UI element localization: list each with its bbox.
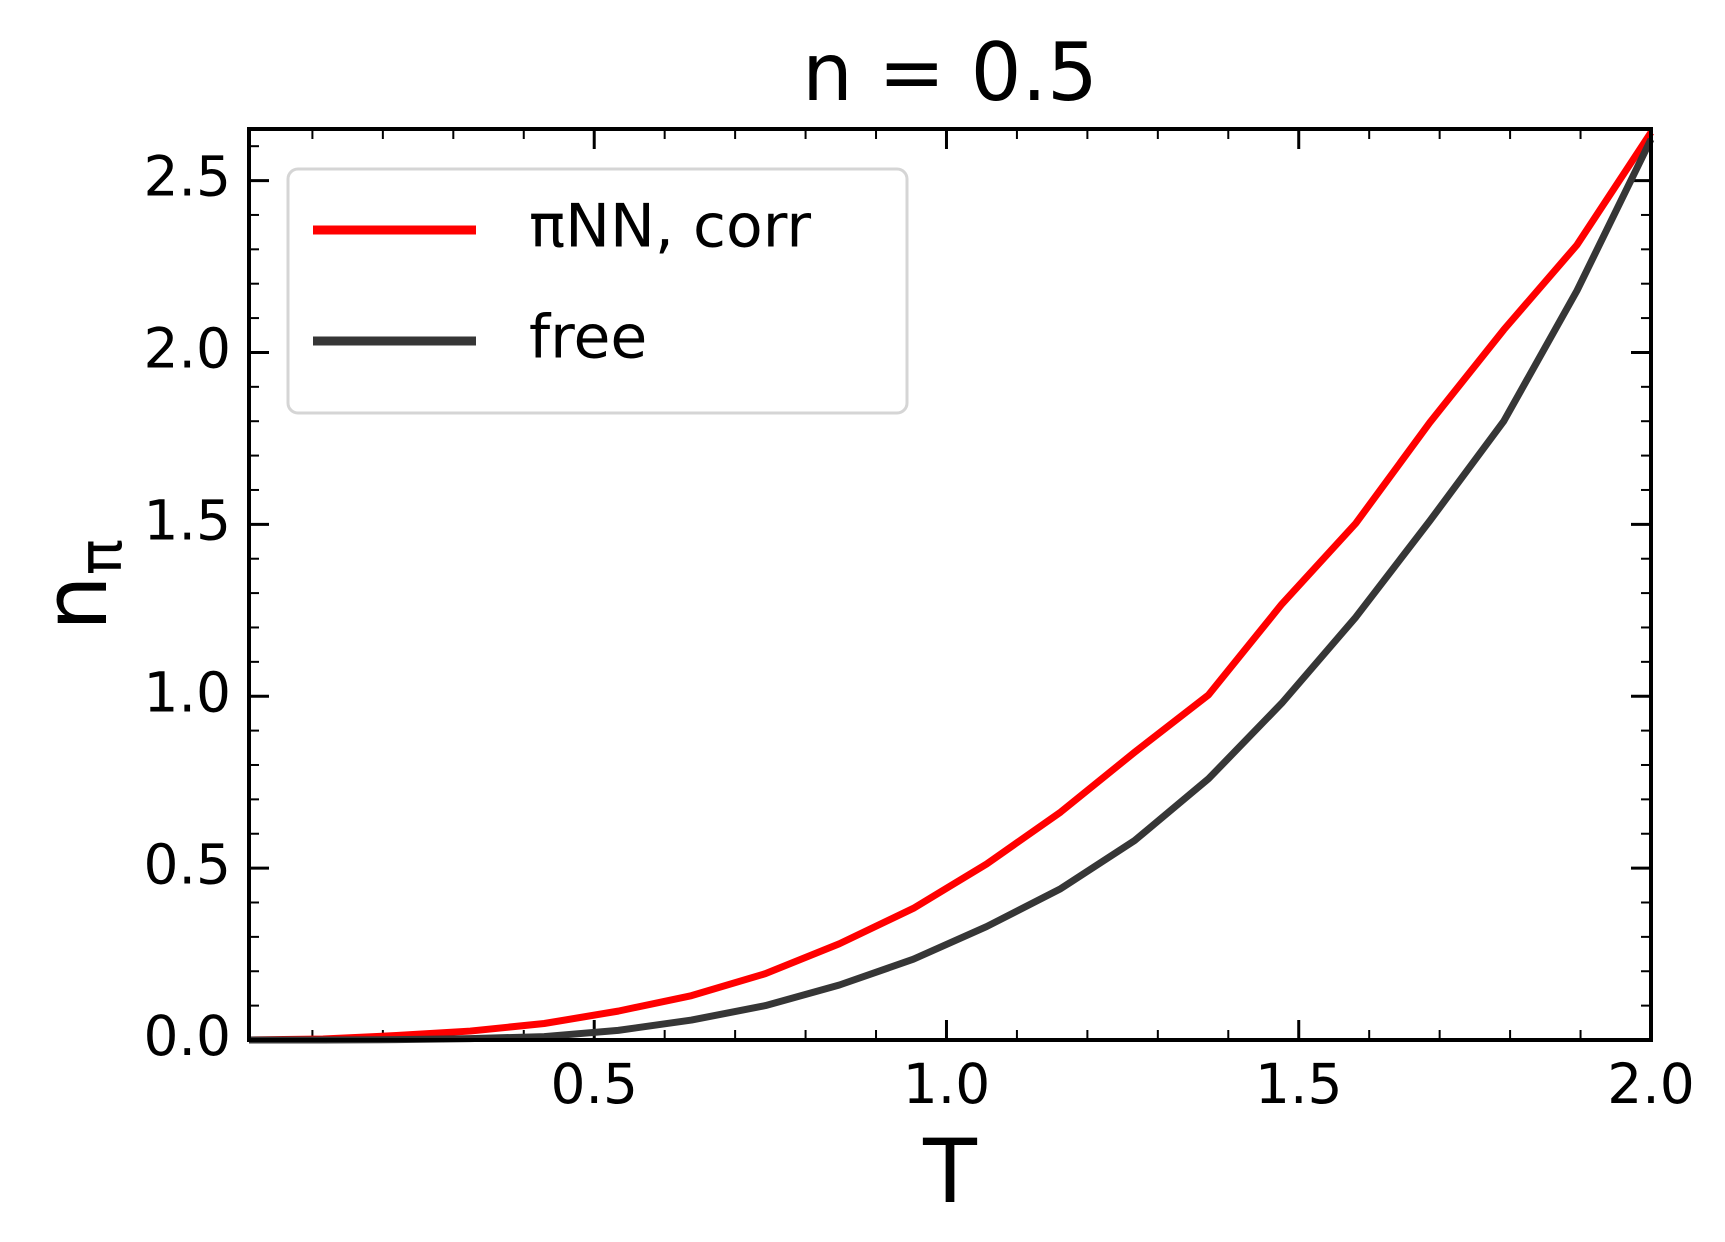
y-axis-label-group: nπ: [24, 539, 136, 631]
line-series: [248, 130, 1654, 1044]
x-tick-label: 1.0: [903, 1052, 990, 1116]
y-tick-label: 1.5: [144, 488, 231, 552]
y-tick-label: 2.0: [144, 317, 231, 381]
plot-frame: [247, 127, 1653, 1042]
x-tick-label: 0.5: [550, 1052, 637, 1116]
y-tick-label: 0.0: [144, 1004, 231, 1068]
x-tick-label: 1.5: [1255, 1052, 1342, 1116]
y-axis-label-main: n: [24, 575, 127, 631]
y-tick-label: 1.0: [144, 660, 231, 724]
y-axis-label-subscript: π: [66, 539, 136, 575]
legend-label: πNN, corr: [529, 192, 811, 262]
legend-label: free: [529, 303, 647, 373]
y-tick-label: 0.5: [144, 832, 231, 896]
y-tick-label: 2.5: [144, 145, 231, 209]
x-axis-label: T: [922, 1120, 978, 1223]
x-tick-label: 2.0: [1607, 1052, 1694, 1116]
y-axis-label: nπ: [24, 539, 136, 631]
chart-title: n = 0.5: [802, 26, 1098, 119]
